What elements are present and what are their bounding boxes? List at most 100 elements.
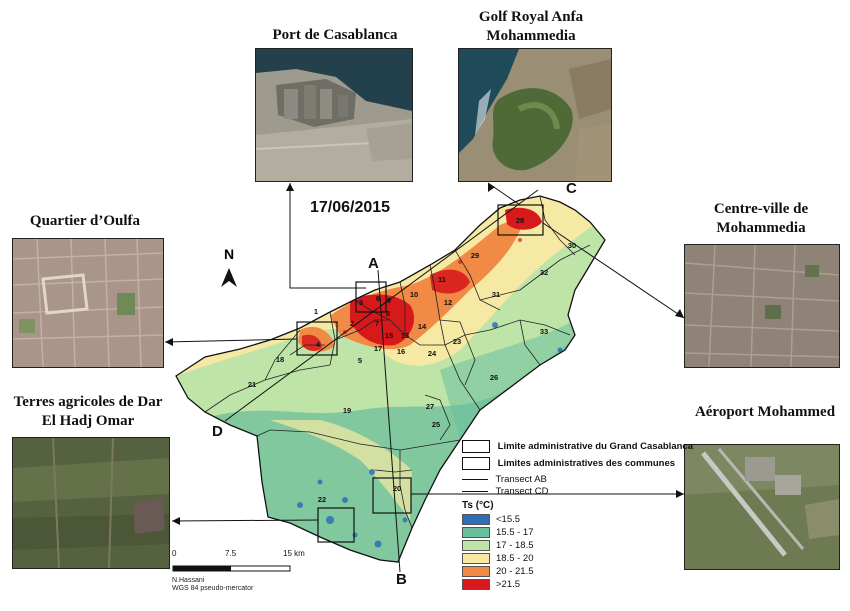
district-label: 24	[428, 349, 437, 358]
satellite-inset-aeroport	[684, 444, 840, 570]
legend-class-swatch	[462, 566, 490, 577]
legend-class-row: 17 - 18.5	[462, 540, 534, 551]
satellite-inset-golf	[458, 48, 612, 182]
district-label: 9	[387, 296, 391, 305]
inset-title-aeroport: Aéroport Mohammed	[694, 404, 836, 420]
transect-label-d: D	[212, 423, 223, 440]
district-label: 14	[418, 322, 427, 331]
legend-row-transect-ab: Transect AB	[462, 474, 547, 485]
satellite-inset-oulfa	[12, 238, 164, 368]
legend-label-grand: Limite administrative du Grand Casablanc…	[497, 441, 693, 453]
district-label: 21	[248, 380, 256, 389]
district-label: 10	[410, 290, 418, 299]
inset-title-oulfa: Quartier d’Oulfa	[29, 213, 141, 229]
inset-title-port: Port de Casablanca	[272, 27, 398, 43]
legend-class-row: >21.5	[462, 579, 520, 590]
satellite-inset-terres	[12, 437, 170, 569]
legend-ts-title: Ts (°C)	[462, 500, 494, 511]
inset-title-golf: Golf Royal Anfa Mohammedia	[478, 9, 584, 44]
legend-class-label: 15.5 - 17	[496, 527, 534, 539]
transect-ab-line	[377, 269, 401, 573]
district-label: 5	[358, 356, 362, 365]
legend-row-grand: Limite administrative du Grand Casablanc…	[462, 440, 693, 453]
district-label: 32	[540, 268, 548, 277]
legend-class-swatch	[462, 527, 490, 538]
legend-class-swatch	[462, 514, 490, 525]
legend-row-communes: Limites administratives des communes	[462, 457, 675, 470]
legend-class-label: 17 - 18.5	[496, 540, 534, 552]
district-label: 31	[492, 290, 500, 299]
arrowhead-terres	[172, 517, 180, 525]
legend-label-transect-cd: Transect CD	[495, 486, 549, 497]
scale-label-15: 15 km	[283, 549, 305, 558]
inset-title-centre: Centre-ville de Mohammedia	[713, 201, 809, 236]
map-credit: N.Hassani WGS 84 pseudo-mercator	[172, 577, 253, 593]
district-label: 30	[568, 241, 576, 250]
arrowhead-aeroport	[676, 490, 684, 498]
district-label: 25	[432, 420, 440, 429]
district-label: 22	[318, 495, 326, 504]
legend-class-row: 18.5 - 20	[462, 553, 534, 564]
legend-swatch-grand	[462, 440, 490, 453]
north-label: N	[223, 246, 235, 262]
district-label: 16	[397, 347, 405, 356]
district-label: 1	[314, 307, 318, 316]
legend-row-transect-cd: Transect CD	[462, 486, 548, 497]
district-label: 11	[438, 275, 446, 284]
district-labels: 1234567891011121314151617181920212223242…	[248, 216, 576, 504]
district-label: 8	[386, 309, 390, 318]
district-label: 6	[376, 294, 380, 303]
district-label: 20	[393, 484, 401, 493]
legend-line-cd	[462, 490, 488, 492]
legend-label-communes: Limites administratives des communes	[497, 458, 676, 470]
arrowhead-port	[286, 183, 294, 191]
satellite-inset-port	[255, 48, 413, 182]
study-box-golf	[497, 204, 544, 236]
legend-class-label: 20 - 21.5	[496, 566, 534, 578]
legend-class-label: 18.5 - 20	[496, 553, 534, 565]
legend-class-row: <15.5	[462, 514, 520, 525]
inset-title-terres: Terres agricoles de Dar El Hadj Omar	[13, 394, 163, 429]
transect-cd-line	[224, 189, 539, 422]
district-label: 29	[471, 251, 479, 260]
district-label: 13	[401, 331, 409, 340]
legend-line-ab	[462, 478, 488, 480]
legend-class-swatch	[462, 553, 490, 564]
legend-class-row: 15.5 - 17	[462, 527, 534, 538]
district-label: 28	[516, 216, 524, 225]
leader-centre	[542, 222, 685, 319]
transect-label-a: A	[368, 255, 379, 272]
scale-label-75: 7.5	[225, 549, 237, 558]
scale-label-0: 0	[172, 549, 177, 558]
scale-bar	[172, 565, 291, 572]
legend-class-swatch	[462, 540, 490, 551]
study-box-aeroport	[372, 477, 412, 514]
district-label: 4	[316, 340, 321, 349]
legend-class-label: >21.5	[496, 579, 521, 591]
legend-class-swatch	[462, 579, 490, 590]
district-label: 7	[375, 319, 379, 328]
arrowhead-centre	[675, 309, 684, 318]
district-label: 15	[385, 331, 393, 340]
legend-swatch-communes	[462, 457, 490, 470]
credit-projection: WGS 84 pseudo-mercator	[172, 585, 254, 592]
arrowhead-golf	[488, 183, 495, 192]
legend-class-row: 20 - 21.5	[462, 566, 534, 577]
study-box-terres	[317, 507, 355, 543]
north-indicator: N	[214, 246, 244, 262]
leader-oulfa	[164, 338, 298, 343]
district-label: 18	[276, 355, 284, 364]
district-label: 33	[540, 327, 548, 336]
transect-label-c: C	[566, 180, 577, 197]
leader-port	[289, 183, 366, 289]
district-label: 12	[444, 298, 452, 307]
district-label: 17	[374, 344, 382, 353]
transect-label-b: B	[396, 571, 407, 588]
study-box-port	[355, 281, 387, 313]
district-label: 27	[426, 402, 434, 411]
north-arrow-icon	[221, 268, 237, 287]
leader-terres	[171, 519, 319, 522]
district-label: 3	[359, 298, 363, 307]
map-date: 17/06/2015	[310, 199, 391, 216]
